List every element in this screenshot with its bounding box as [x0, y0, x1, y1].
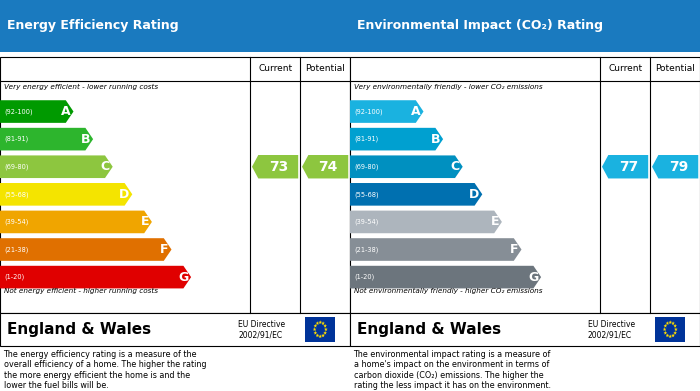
Text: (39-54): (39-54) [4, 219, 29, 225]
Text: (69-80): (69-80) [4, 163, 29, 170]
Text: Potential: Potential [305, 64, 345, 74]
Polygon shape [673, 331, 677, 335]
Polygon shape [314, 324, 317, 328]
Polygon shape [666, 334, 669, 337]
Polygon shape [314, 331, 317, 335]
Text: C: C [451, 160, 460, 173]
Polygon shape [350, 183, 482, 206]
Text: Very energy efficient - lower running costs: Very energy efficient - lower running co… [4, 84, 158, 90]
Polygon shape [668, 334, 672, 338]
Text: (81-91): (81-91) [354, 136, 379, 142]
Polygon shape [316, 321, 319, 325]
Text: EU Directive
2002/91/EC: EU Directive 2002/91/EC [238, 320, 285, 339]
Polygon shape [666, 321, 669, 325]
Polygon shape [602, 155, 648, 178]
Polygon shape [664, 331, 667, 335]
Text: G: G [528, 271, 538, 283]
Polygon shape [673, 324, 677, 328]
Text: 74: 74 [318, 160, 338, 174]
Text: A: A [61, 105, 71, 118]
Text: (1-20): (1-20) [354, 274, 374, 280]
Text: F: F [510, 243, 519, 256]
Text: (21-38): (21-38) [4, 246, 29, 253]
Polygon shape [350, 266, 541, 289]
Polygon shape [0, 211, 152, 233]
Text: Environmental Impact (CO₂) Rating: Environmental Impact (CO₂) Rating [357, 19, 603, 32]
Polygon shape [664, 324, 667, 328]
Bar [350, 57, 700, 313]
Polygon shape [0, 183, 132, 206]
Polygon shape [318, 320, 322, 324]
Text: C: C [101, 160, 110, 173]
Text: Current: Current [258, 64, 292, 74]
Polygon shape [0, 266, 191, 289]
Polygon shape [321, 321, 325, 325]
Text: Potential: Potential [655, 64, 695, 74]
Text: (55-68): (55-68) [354, 191, 379, 197]
Polygon shape [316, 334, 319, 337]
Text: (21-38): (21-38) [354, 246, 379, 253]
Text: The environmental impact rating is a measure of
a home's impact on the environme: The environmental impact rating is a mea… [354, 350, 551, 390]
Text: B: B [430, 133, 440, 145]
Text: B: B [80, 133, 90, 145]
Text: England & Wales: England & Wales [357, 322, 501, 337]
Text: Not environmentally friendly - higher CO₂ emissions: Not environmentally friendly - higher CO… [354, 288, 542, 294]
Text: A: A [411, 105, 421, 118]
Text: England & Wales: England & Wales [7, 322, 151, 337]
Polygon shape [671, 321, 675, 325]
Bar [305, 317, 335, 342]
Text: G: G [178, 271, 188, 283]
Polygon shape [674, 327, 678, 331]
Text: EU Directive
2002/91/EC: EU Directive 2002/91/EC [588, 320, 635, 339]
Polygon shape [0, 155, 113, 178]
Polygon shape [671, 334, 675, 337]
Polygon shape [350, 211, 502, 233]
Text: (39-54): (39-54) [354, 219, 379, 225]
Text: (55-68): (55-68) [4, 191, 29, 197]
Text: Very environmentally friendly - lower CO₂ emissions: Very environmentally friendly - lower CO… [354, 84, 542, 90]
Polygon shape [350, 100, 424, 123]
Bar [0, 0, 350, 52]
Polygon shape [350, 155, 463, 178]
Polygon shape [318, 334, 322, 338]
Text: E: E [491, 215, 499, 228]
Text: (69-80): (69-80) [354, 163, 379, 170]
Polygon shape [323, 324, 327, 328]
Text: 77: 77 [619, 160, 638, 174]
Polygon shape [663, 327, 666, 331]
Polygon shape [321, 334, 325, 337]
Polygon shape [350, 128, 443, 151]
Polygon shape [252, 155, 298, 178]
Text: (92-100): (92-100) [354, 108, 383, 115]
Bar [0, 57, 350, 313]
Polygon shape [0, 100, 74, 123]
Text: Current: Current [608, 64, 642, 74]
Text: (81-91): (81-91) [4, 136, 29, 142]
Polygon shape [313, 327, 316, 331]
Text: 73: 73 [269, 160, 288, 174]
Polygon shape [668, 320, 672, 324]
Polygon shape [323, 331, 327, 335]
Polygon shape [324, 327, 328, 331]
Bar [0, 313, 350, 346]
Polygon shape [350, 238, 522, 261]
Polygon shape [652, 155, 699, 178]
Polygon shape [302, 155, 349, 178]
Text: Not energy efficient - higher running costs: Not energy efficient - higher running co… [4, 288, 158, 294]
Text: D: D [469, 188, 480, 201]
Text: D: D [119, 188, 130, 201]
Text: 79: 79 [668, 160, 688, 174]
Text: Energy Efficiency Rating: Energy Efficiency Rating [7, 19, 178, 32]
Text: E: E [141, 215, 149, 228]
Text: F: F [160, 243, 169, 256]
Text: (1-20): (1-20) [4, 274, 25, 280]
Polygon shape [0, 128, 93, 151]
Bar [350, 313, 700, 346]
Bar [655, 317, 685, 342]
Polygon shape [0, 238, 172, 261]
Text: (92-100): (92-100) [4, 108, 33, 115]
Bar [350, 0, 700, 52]
Text: The energy efficiency rating is a measure of the
overall efficiency of a home. T: The energy efficiency rating is a measur… [4, 350, 206, 390]
